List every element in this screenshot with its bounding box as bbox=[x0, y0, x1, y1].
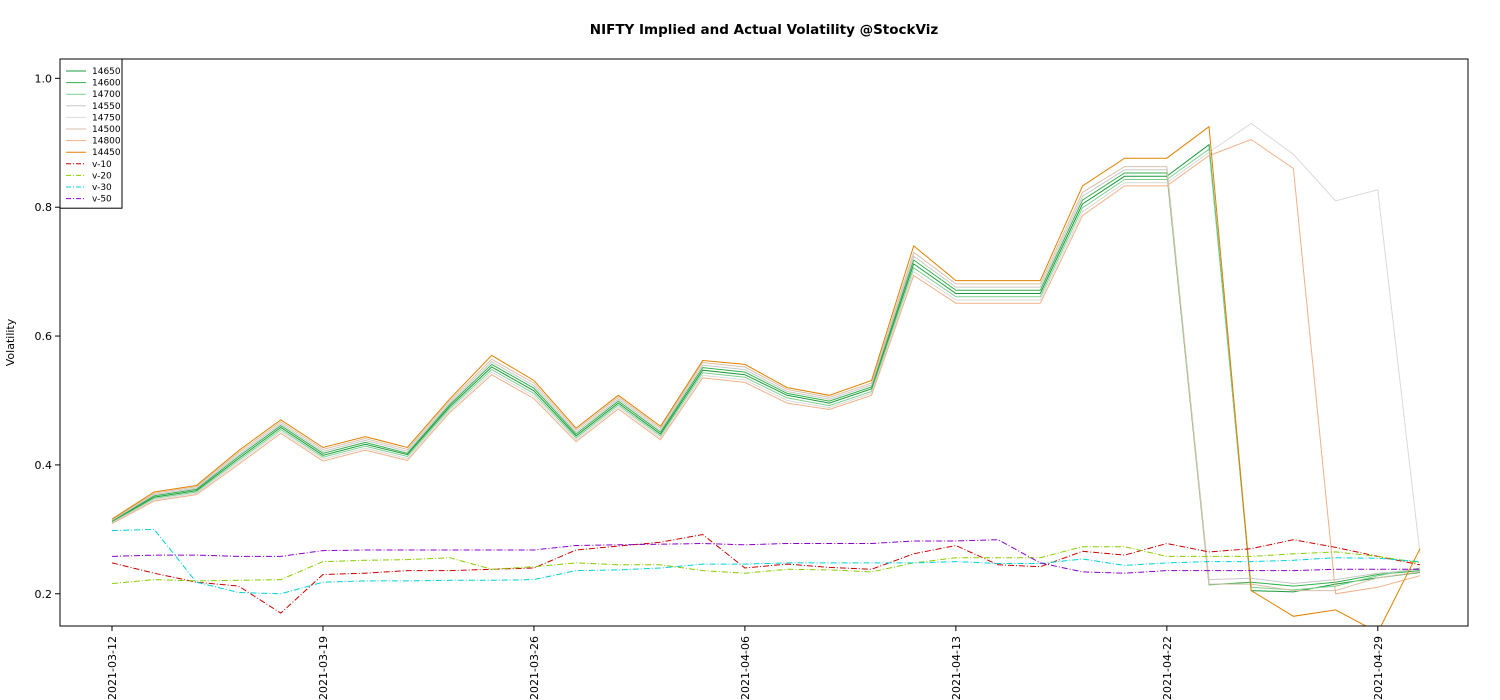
series-line-14750 bbox=[111, 122, 1421, 554]
x-tick-label: 2021-04-13 bbox=[950, 636, 963, 700]
plot-frame bbox=[59, 58, 1469, 627]
legend-label-14800: 14800 bbox=[92, 137, 121, 147]
y-axis: 0.2 0.4 0.6 0.8 1.0 bbox=[35, 72, 60, 601]
series-line-v-10 bbox=[111, 533, 1421, 614]
legend-box bbox=[59, 58, 123, 209]
series-line-14450 bbox=[111, 125, 1421, 626]
legend-label-14750: 14750 bbox=[92, 113, 121, 123]
series-line-14800 bbox=[111, 138, 1421, 595]
y-axis-label: Volatility bbox=[4, 318, 17, 366]
x-tick-label: 2021-04-06 bbox=[739, 636, 752, 700]
legend-label-14650: 14650 bbox=[92, 67, 121, 77]
legend-label-v-30: v-30 bbox=[92, 183, 112, 193]
x-tick-label: 2021-03-19 bbox=[317, 636, 330, 700]
y-tick-label: 0.4 bbox=[35, 459, 53, 472]
x-tick-label: 2021-03-12 bbox=[106, 636, 119, 700]
legend-label-14700: 14700 bbox=[92, 90, 121, 100]
legend-label-14600: 14600 bbox=[92, 79, 121, 89]
series-line-14500 bbox=[111, 166, 1421, 592]
series-line-14700 bbox=[111, 148, 1421, 591]
legend-label-v-10: v-10 bbox=[92, 160, 112, 170]
series-line-14600 bbox=[111, 172, 1421, 587]
y-tick-label: 0.2 bbox=[35, 588, 53, 601]
legend-label-v-50: v-50 bbox=[92, 195, 112, 205]
series-line-v-20 bbox=[111, 546, 1421, 584]
legend-label-14500: 14500 bbox=[92, 125, 121, 135]
y-tick-label: 1.0 bbox=[35, 72, 53, 85]
series-line-14650 bbox=[111, 143, 1421, 593]
series-line-14550 bbox=[111, 169, 1421, 585]
y-tick-label: 0.8 bbox=[35, 201, 53, 214]
series-line-v-30 bbox=[111, 528, 1421, 595]
series-layer bbox=[111, 122, 1421, 626]
x-tick-label: 2021-04-29 bbox=[1372, 636, 1385, 700]
legend-label-14550: 14550 bbox=[92, 102, 121, 112]
y-tick-label: 0.6 bbox=[35, 330, 53, 343]
series-line-v-50 bbox=[111, 539, 1420, 574]
x-axis: 2021-03-12 2021-03-19 2021-03-26 2021-04-06… bbox=[106, 626, 1385, 700]
x-tick-label: 2021-04-22 bbox=[1161, 636, 1174, 700]
x-tick-label: 2021-03-26 bbox=[528, 636, 541, 700]
chart-title: NIFTY Implied and Actual Volatility @Sto… bbox=[589, 22, 939, 38]
legend-label-v-20: v-20 bbox=[92, 171, 112, 181]
legend-label-14450: 14450 bbox=[92, 148, 121, 158]
